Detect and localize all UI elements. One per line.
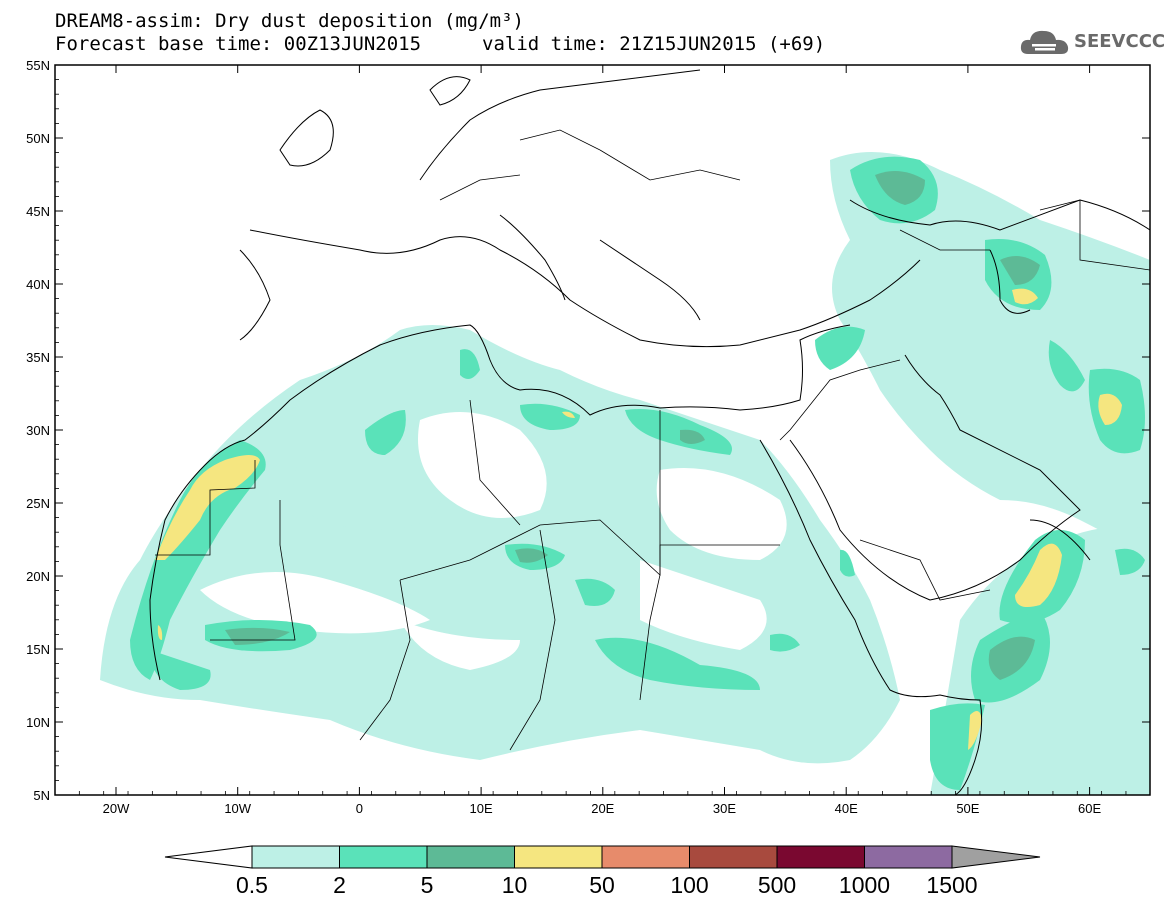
colorbar-label: 5 (421, 872, 434, 898)
deposition-level-10 (155, 288, 1122, 750)
no-deposition-gaps (200, 412, 980, 670)
colorbar-label: 100 (670, 872, 708, 898)
lat-tick-label: 55N (26, 58, 50, 73)
lat-tick-label: 50N (26, 131, 50, 146)
longitude-axis: 20W 10W 0 10E 20E 30E 40E 50E 60E (54, 65, 1127, 816)
colorbar-swatch (426, 845, 515, 869)
dust-deposition-field (100, 152, 1150, 795)
lon-tick-label: 30E (713, 801, 736, 816)
colorbar-label: 2 (333, 872, 346, 898)
colorbar-label: 0.5 (236, 872, 268, 898)
lon-tick-label: 20E (591, 801, 614, 816)
lat-tick-label: 10N (26, 715, 50, 730)
logo-text: SEEVCCC (1074, 31, 1165, 52)
colorbar-under-arrow (164, 845, 253, 869)
colorbar-over-arrow (951, 845, 1041, 869)
lat-tick-label: 30N (26, 423, 50, 438)
colorbar-swatch (251, 845, 340, 869)
forecast-base-time: Forecast base time: 00Z13JUN2015 (55, 33, 422, 55)
lat-tick-label: 25N (26, 496, 50, 511)
colorbar-label: 1500 (926, 872, 977, 898)
colorbar-label: 50 (589, 872, 615, 898)
lat-tick-label: 5N (33, 788, 50, 803)
colorbar-swatch (864, 845, 953, 869)
lat-tick-label: 45N (26, 204, 50, 219)
colorbar: 0.5 2 5 10 50 100 500 1000 1500 (164, 845, 1041, 898)
country-borders (155, 129, 1150, 751)
lon-tick-label: 10W (224, 801, 251, 816)
lon-tick-label: 20W (103, 801, 130, 816)
colorbar-swatch (689, 845, 778, 869)
deposition-level-5 (225, 171, 1040, 680)
colorbar-swatch (601, 845, 690, 869)
colorbar-label: 1000 (839, 872, 890, 898)
lat-tick-label: 40N (26, 277, 50, 292)
lon-tick-label: 0 (356, 801, 363, 816)
valid-time: valid time: 21Z15JUN2015 (+69) (482, 33, 826, 55)
lat-tick-label: 15N (26, 642, 50, 657)
lon-tick-label: 10E (470, 801, 493, 816)
latitude-axis: 55N 50N 45N 40N 35N 30N 25N 20N 15N 10N 5N (26, 58, 1150, 803)
colorbar-swatch (514, 845, 603, 869)
lon-tick-label: 50E (956, 801, 979, 816)
colorbar-swatch (339, 845, 428, 869)
colorbar-label: 500 (758, 872, 796, 898)
map-title: DREAM8-assim: Dry dust deposition (mg/m³… (55, 10, 524, 32)
colorbar-swatch (776, 845, 865, 869)
lon-tick-label: 40E (835, 801, 858, 816)
deposition-level-2 (130, 156, 1145, 790)
colorbar-label: 10 (502, 872, 528, 898)
cloud-logo-icon (1020, 30, 1069, 54)
coastlines (149, 69, 1150, 795)
lat-tick-label: 20N (26, 569, 50, 584)
lon-tick-label: 60E (1078, 801, 1101, 816)
lat-tick-label: 35N (26, 350, 50, 365)
